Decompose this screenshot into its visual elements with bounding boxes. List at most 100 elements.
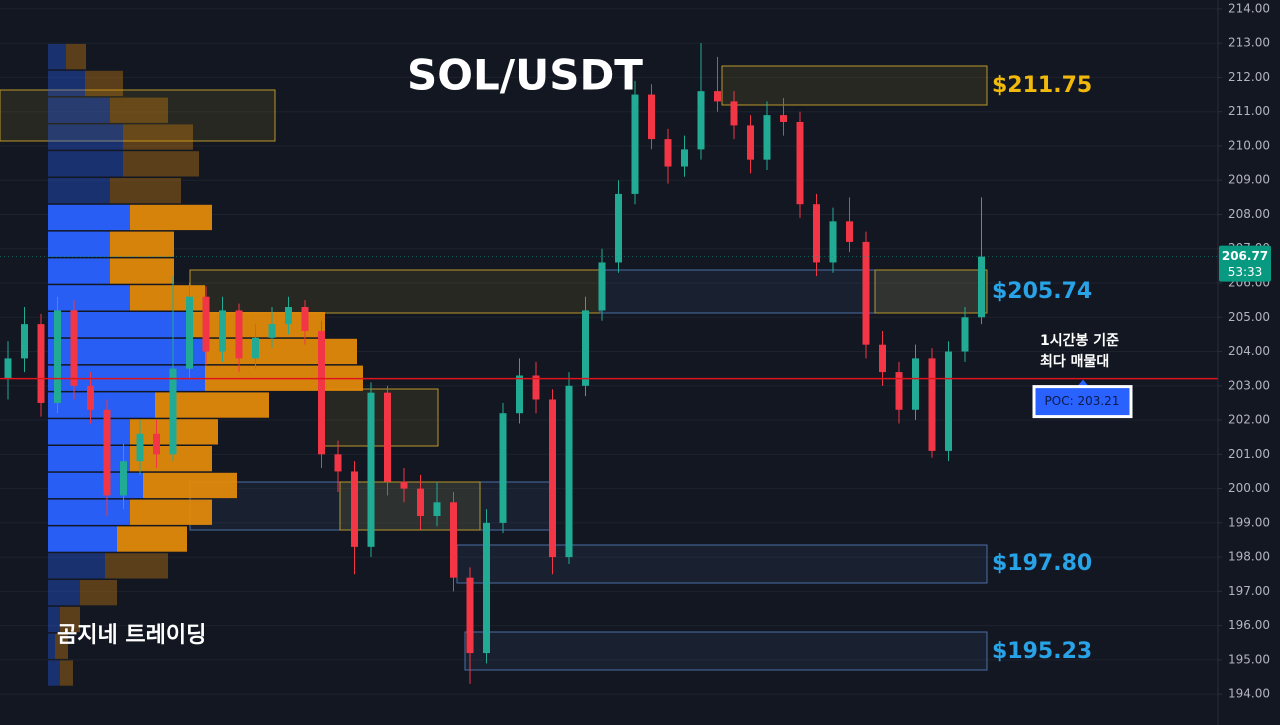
candle-body: [268, 324, 276, 338]
overlay: POC: 203.21 $211.75 $205.74 $197.80 $195.23 2…: [0, 73, 1271, 664]
buy-volume: [48, 178, 110, 204]
candle-body: [615, 193, 622, 263]
buy-volume: [48, 580, 80, 606]
sell-volume: [130, 204, 212, 231]
buy-volume: [48, 633, 55, 659]
chart-title: SOL/USDT: [407, 51, 643, 100]
y-tick-label: 200.00: [1228, 481, 1270, 495]
supply-zone: [319, 388, 439, 447]
candle-body: [499, 413, 507, 523]
sell-volume: [60, 660, 73, 686]
buy-volume: [48, 70, 85, 97]
candle-body: [747, 125, 754, 160]
sell-volume: [60, 606, 80, 633]
y-tick-label: 198.00: [1228, 550, 1270, 564]
buy-volume: [48, 151, 123, 177]
y-tick-label: 197.00: [1228, 584, 1270, 598]
candle-body: [186, 296, 193, 369]
last-price-tag: [1219, 245, 1271, 282]
candle-body: [417, 488, 424, 516]
candle-body: [466, 577, 474, 654]
candles: [4, 43, 985, 684]
candle-body: [70, 310, 78, 386]
buy-volume: [48, 526, 117, 552]
candle-body: [582, 310, 589, 386]
y-tick-label: 202.00: [1228, 413, 1270, 427]
candle-body: [681, 149, 688, 167]
candle-body: [334, 454, 342, 472]
candle-body: [169, 368, 177, 455]
candle-body: [252, 337, 259, 359]
candle-body: [318, 330, 325, 455]
candle-body: [21, 324, 28, 359]
last-price-label: 206.77: [1222, 249, 1268, 263]
level-label: $197.80: [992, 551, 1092, 576]
supply-zone: [721, 65, 988, 106]
candle-body: [532, 375, 540, 400]
candle-body: [400, 481, 408, 489]
level-label: $205.74: [992, 279, 1092, 304]
candle-body: [516, 375, 523, 414]
candle-body: [846, 221, 853, 242]
y-tick-label: 201.00: [1228, 447, 1270, 461]
sell-volume: [117, 526, 187, 552]
buy-volume: [48, 44, 66, 70]
candle-body: [450, 502, 457, 578]
candle-body: [648, 94, 655, 140]
candle-body: [301, 306, 309, 331]
candle-body: [565, 385, 573, 558]
sell-volume: [66, 44, 86, 70]
buy-volume: [48, 97, 110, 123]
buy-volume: [48, 312, 186, 338]
buy-volume: [48, 472, 143, 499]
supply-zone: [339, 481, 481, 531]
sell-volume: [123, 151, 199, 177]
candle-body: [730, 101, 738, 126]
y-tick-label: 195.00: [1228, 652, 1270, 666]
level-label: $211.75: [992, 73, 1092, 98]
candle-body: [433, 502, 441, 516]
demand-zone: [456, 544, 988, 584]
sell-volume: [55, 633, 68, 659]
candle-body: [928, 358, 936, 451]
candle-body: [285, 306, 292, 325]
candle-body: [895, 372, 903, 410]
buy-volume: [48, 606, 60, 633]
buy-volume: [48, 258, 110, 284]
sell-volume: [110, 97, 168, 123]
candle-body: [4, 358, 12, 379]
candle-body: [631, 94, 639, 194]
y-tick-label: 209.00: [1228, 173, 1270, 187]
y-tick-label: 211.00: [1228, 104, 1270, 118]
demand-zone: [464, 631, 988, 671]
candle-body: [912, 358, 919, 410]
level-label: $195.23: [992, 639, 1092, 664]
buy-volume: [48, 204, 130, 231]
candle-body: [945, 351, 952, 451]
sell-volume: [110, 258, 174, 284]
buy-volume: [48, 660, 60, 686]
y-tick-label: 213.00: [1228, 36, 1270, 50]
candle-body: [961, 317, 969, 352]
candle-body: [780, 115, 787, 122]
buy-volume: [48, 231, 110, 257]
sell-volume: [205, 338, 357, 365]
candle-body: [879, 344, 886, 373]
sell-volume: [80, 580, 117, 606]
supply-zone: [0, 89, 276, 142]
candle-body: [37, 324, 45, 403]
candle-body: [219, 310, 226, 352]
poc-box: [1032, 385, 1133, 419]
candle-body: [202, 296, 210, 352]
y-tick-label: 208.00: [1228, 207, 1270, 221]
candle-body: [153, 433, 160, 455]
candle-body: [87, 385, 94, 410]
y-tick-label: 203.00: [1228, 378, 1270, 392]
candle-body: [697, 91, 705, 150]
countdown-label: 53:33: [1228, 265, 1263, 279]
sell-volume: [143, 472, 237, 499]
candle-body: [351, 471, 358, 547]
candle-body: [384, 392, 391, 482]
